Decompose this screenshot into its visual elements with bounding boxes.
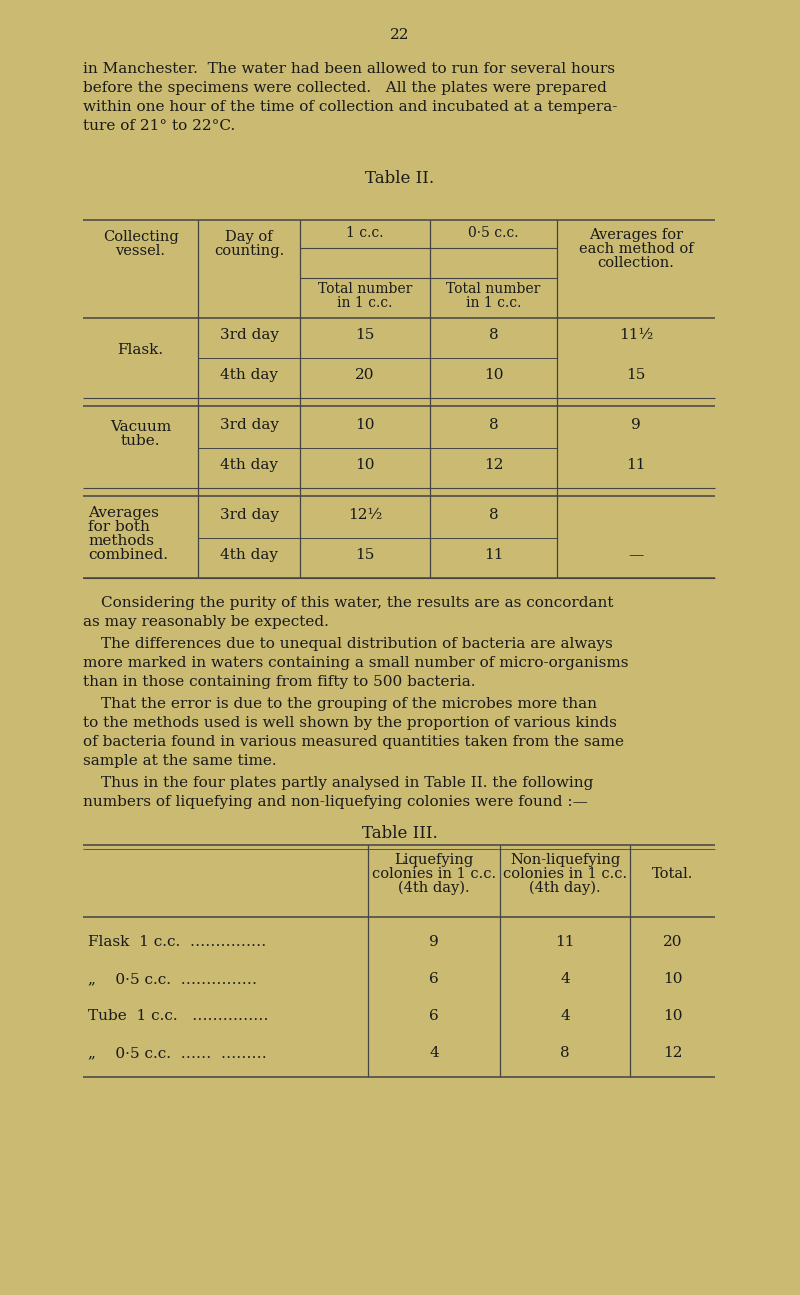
Text: —: — [628,548,644,562]
Text: Day of: Day of [225,231,273,243]
Text: of bacteria found in various measured quantities taken from the same: of bacteria found in various measured qu… [83,736,624,749]
Text: 10: 10 [662,973,682,985]
Text: Table III.: Table III. [362,825,438,842]
Text: 3rd day: 3rd day [219,328,278,342]
Text: to the methods used is well shown by the proportion of various kinds: to the methods used is well shown by the… [83,716,617,730]
Text: 15: 15 [355,548,374,562]
Text: 3rd day: 3rd day [219,418,278,433]
Text: 9: 9 [631,418,641,433]
Text: Non-liquefying: Non-liquefying [510,853,620,866]
Text: Vacuum: Vacuum [110,420,171,434]
Text: „    0·5 c.c.  ……  ………: „ 0·5 c.c. …… ……… [88,1046,266,1061]
Text: 4th day: 4th day [220,458,278,471]
Text: methods: methods [88,534,154,548]
Text: in 1 c.c.: in 1 c.c. [338,297,393,310]
Text: combined.: combined. [88,548,168,562]
Text: each method of: each method of [578,242,694,256]
Text: 4: 4 [560,973,570,985]
Text: 9: 9 [429,935,439,949]
Text: „    0·5 c.c.  ……………: „ 0·5 c.c. …………… [88,973,257,985]
Text: 0·5 c.c.: 0·5 c.c. [468,227,518,240]
Text: colonies in 1 c.c.: colonies in 1 c.c. [372,866,496,881]
Text: for both: for both [88,521,150,534]
Text: 10: 10 [355,418,374,433]
Text: (4th day).: (4th day). [398,881,470,895]
Text: 6: 6 [429,1009,439,1023]
Text: 4th day: 4th day [220,548,278,562]
Text: before the specimens were collected.   All the plates were prepared: before the specimens were collected. All… [83,82,607,95]
Text: collection.: collection. [598,256,674,269]
Text: 10: 10 [484,368,503,382]
Text: 12: 12 [484,458,503,471]
Text: (4th day).: (4th day). [529,881,601,895]
Text: sample at the same time.: sample at the same time. [83,754,277,768]
Text: than in those containing from fifty to 500 bacteria.: than in those containing from fifty to 5… [83,675,475,689]
Text: 11: 11 [555,935,574,949]
Text: 11: 11 [626,458,646,471]
Text: counting.: counting. [214,243,284,258]
Text: Total number: Total number [318,282,412,297]
Text: Averages: Averages [88,506,159,521]
Text: 11½: 11½ [619,328,653,342]
Text: 12: 12 [662,1046,682,1061]
Text: in Manchester.  The water had been allowed to run for several hours: in Manchester. The water had been allowe… [83,62,615,76]
Text: 20: 20 [355,368,374,382]
Text: 22: 22 [390,28,410,41]
Text: 4th day: 4th day [220,368,278,382]
Text: Considering the purity of this water, the results are as concordant: Considering the purity of this water, th… [101,596,614,610]
Text: Total.: Total. [652,866,693,881]
Text: tube.: tube. [121,434,160,448]
Text: 20: 20 [662,935,682,949]
Text: as may reasonably be expected.: as may reasonably be expected. [83,615,329,629]
Text: 10: 10 [662,1009,682,1023]
Text: ture of 21° to 22°C.: ture of 21° to 22°C. [83,119,235,133]
Text: 3rd day: 3rd day [219,508,278,522]
Text: 15: 15 [626,368,646,382]
Text: Liquefying: Liquefying [394,853,474,866]
Text: Collecting: Collecting [102,231,178,243]
Text: within one hour of the time of collection and incubated at a tempera-: within one hour of the time of collectio… [83,100,618,114]
Text: Tube  1 c.c.   ……………: Tube 1 c.c. …………… [88,1009,269,1023]
Text: Table II.: Table II. [366,170,434,186]
Text: 4: 4 [429,1046,439,1061]
Text: Thus in the four plates partly analysed in Table II. the following: Thus in the four plates partly analysed … [101,776,594,790]
Text: colonies in 1 c.c.: colonies in 1 c.c. [503,866,627,881]
Text: 8: 8 [489,418,498,433]
Text: in 1 c.c.: in 1 c.c. [466,297,521,310]
Text: numbers of liquefying and non-liquefying colonies were found :—: numbers of liquefying and non-liquefying… [83,795,588,809]
Text: vessel.: vessel. [115,243,166,258]
Text: Total number: Total number [446,282,541,297]
Text: Averages for: Averages for [589,228,683,242]
Text: 8: 8 [560,1046,570,1061]
Text: That the error is due to the grouping of the microbes more than: That the error is due to the grouping of… [101,697,597,711]
Text: 8: 8 [489,508,498,522]
Text: 15: 15 [355,328,374,342]
Text: The differences due to unequal distribution of bacteria are always: The differences due to unequal distribut… [101,637,613,651]
Text: 4: 4 [560,1009,570,1023]
Text: 12½: 12½ [348,508,382,522]
Text: 10: 10 [355,458,374,471]
Text: Flask  1 c.c.  ……………: Flask 1 c.c. …………… [88,935,266,949]
Text: 6: 6 [429,973,439,985]
Text: more marked in waters containing a small number of micro-organisms: more marked in waters containing a small… [83,657,629,670]
Text: Flask.: Flask. [118,343,163,357]
Text: 1 c.c.: 1 c.c. [346,227,384,240]
Text: 8: 8 [489,328,498,342]
Text: 11: 11 [484,548,503,562]
